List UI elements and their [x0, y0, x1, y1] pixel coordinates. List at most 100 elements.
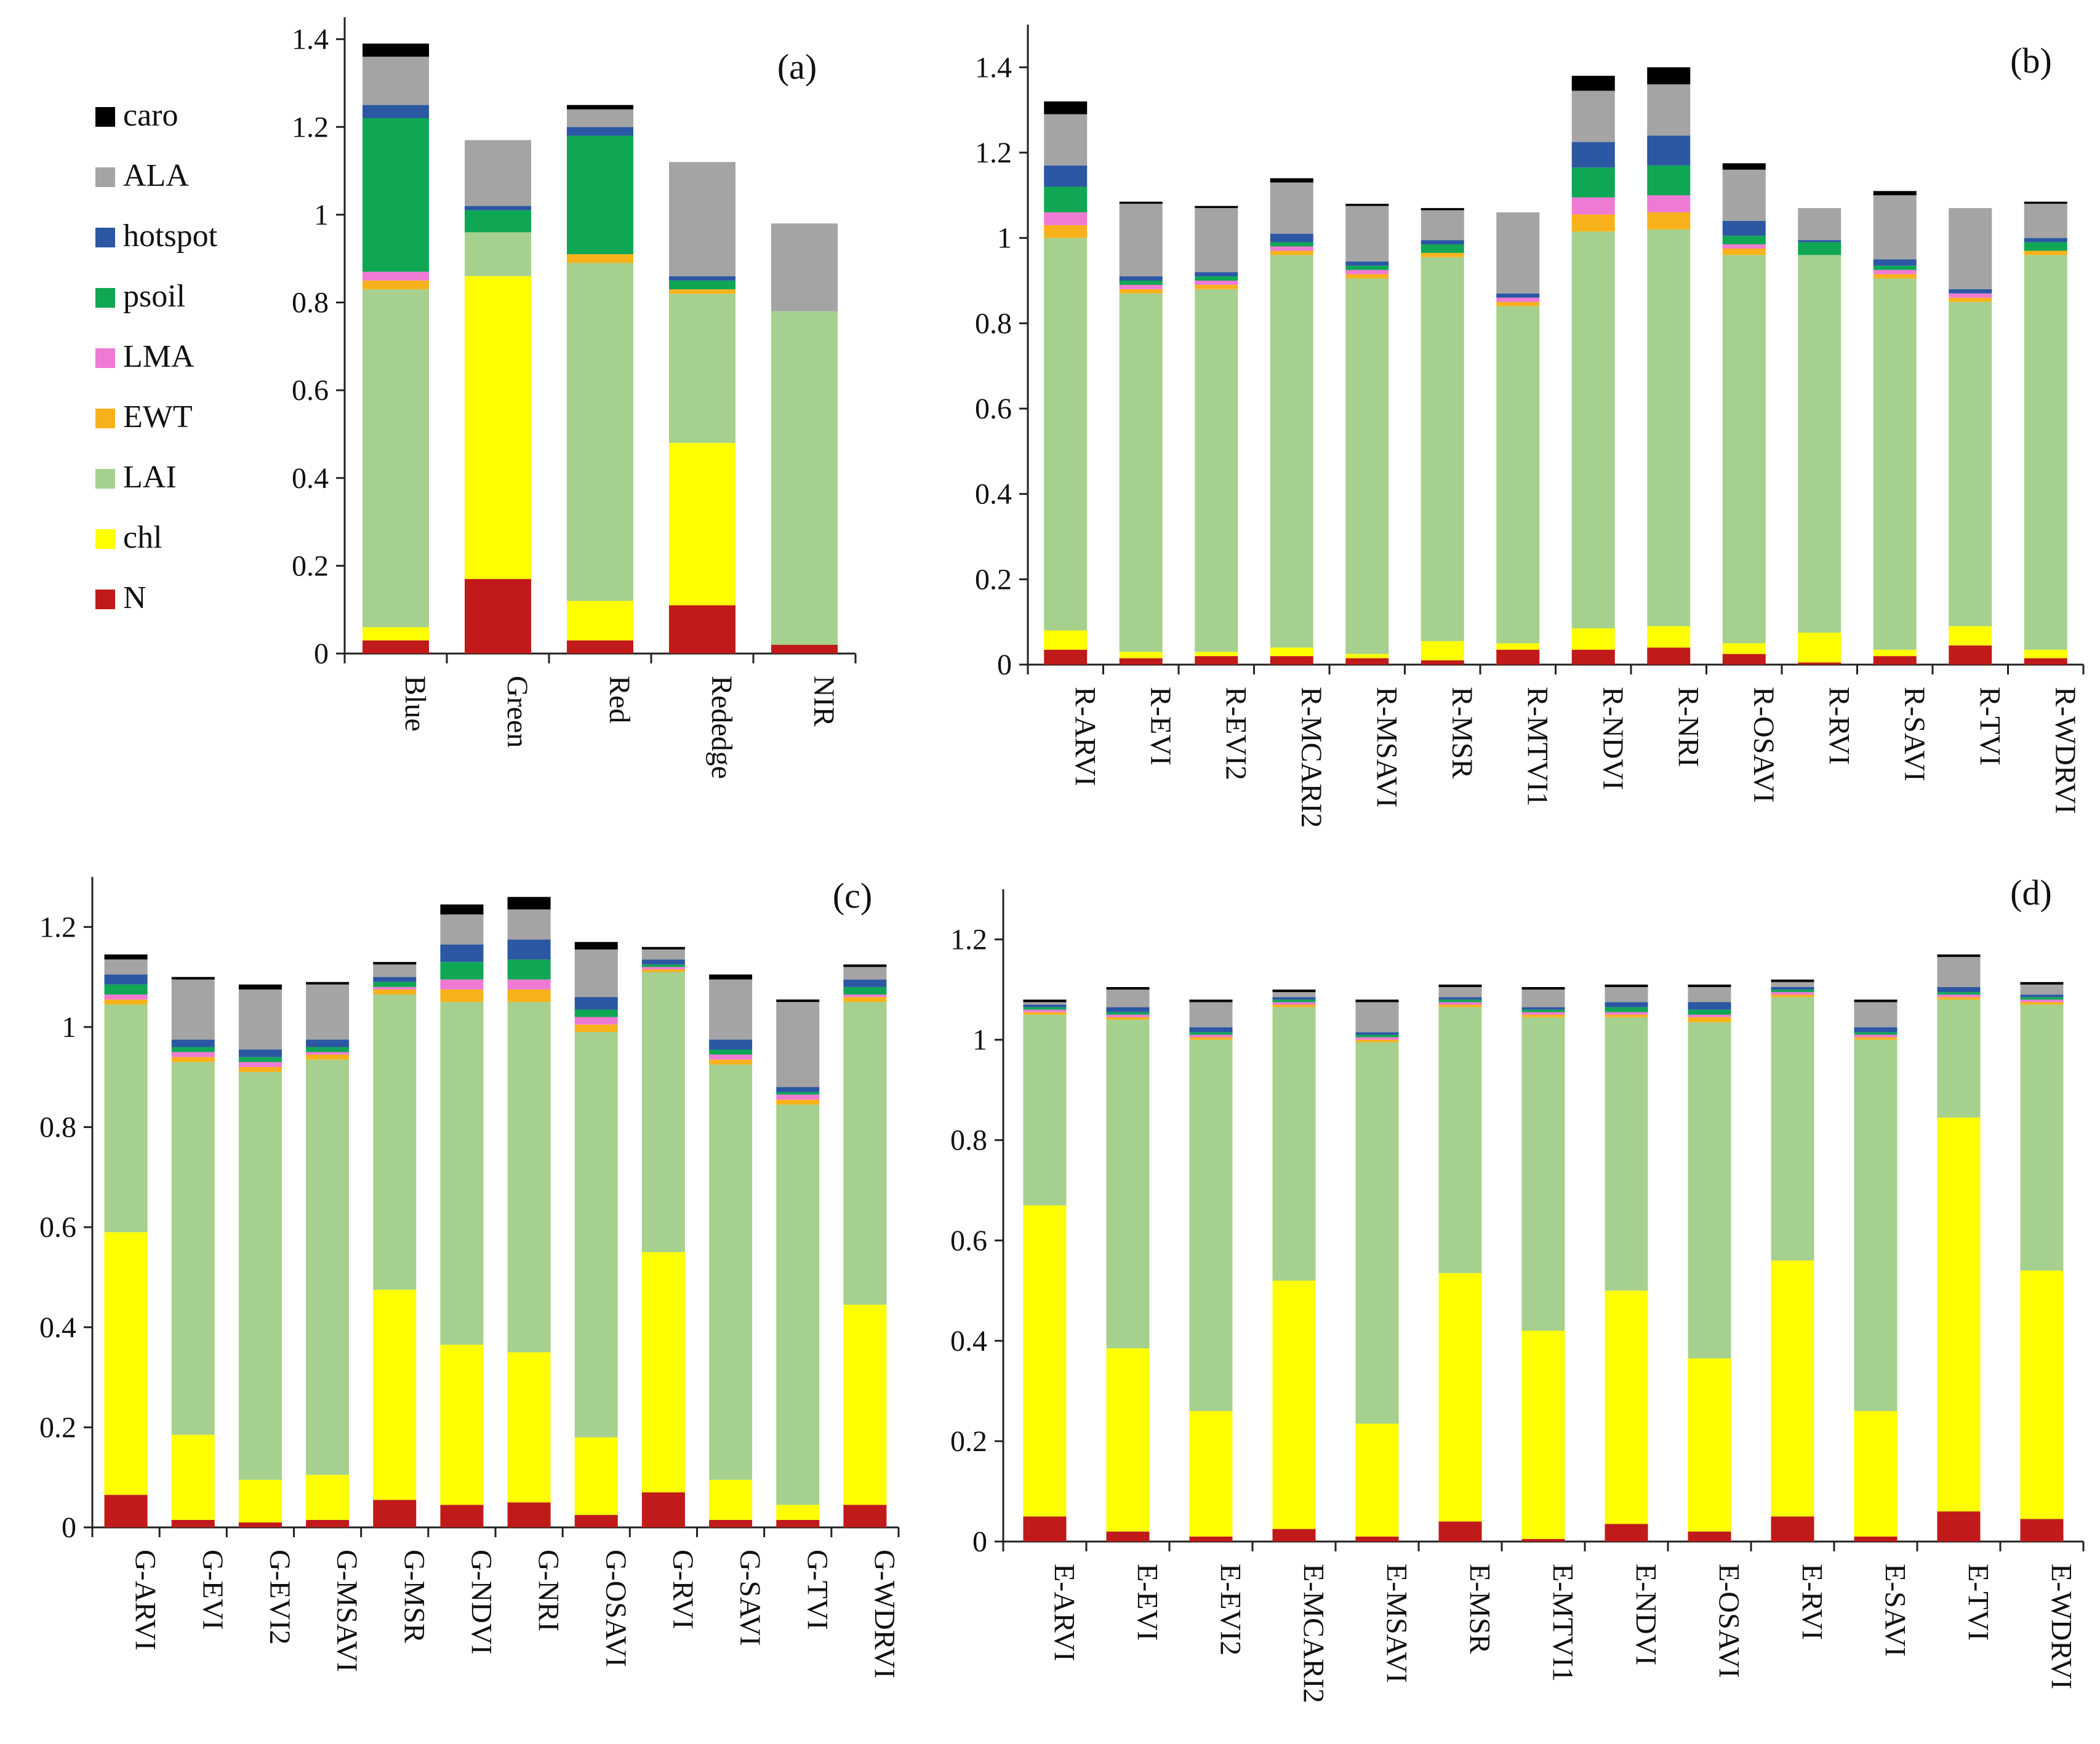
bar-segment-caro: [440, 904, 484, 914]
bar-segment-chl: [1496, 643, 1540, 650]
bar-segment-ewt: [843, 997, 887, 1002]
bar-stack-g-nri: [507, 897, 551, 1527]
x-category-label: E-MCARI2: [1297, 1564, 1330, 1703]
panel-d: 0 0.2 0.4 0.6 0.8 1 1.2 E-ARVI E-EVI E-EVI2 E-MCAR…: [950, 873, 2085, 1703]
bar-segment-lma: [1605, 1012, 1648, 1015]
bar-segment-caro: [641, 946, 685, 950]
x-category-label: G-RVI: [667, 1550, 699, 1629]
bar-segment-hotspot: [363, 105, 429, 119]
bar-segment-n: [1688, 1531, 1731, 1542]
bar-segment-chl: [1771, 1260, 1814, 1517]
bar-segment-hotspot: [1195, 272, 1238, 277]
bar-segment-caro: [1521, 987, 1565, 990]
bar-stack-g-savi: [709, 974, 753, 1527]
legend-item-lma: LMA: [95, 339, 194, 374]
bar-segment-caro: [1345, 204, 1389, 206]
legend-item-psoil: psoil: [95, 279, 185, 314]
legend-swatch: [95, 348, 115, 368]
bar-segment-chl: [843, 1305, 887, 1505]
bar-segment-ala: [1119, 204, 1163, 277]
bar-stack-g-arvi: [104, 954, 148, 1527]
y-tick-label: 0.4: [975, 478, 1012, 511]
bar-segment-psoil: [1119, 281, 1163, 285]
x-category-label: R-NDVI: [1597, 687, 1629, 790]
legend-swatch: [95, 529, 115, 549]
bar-segment-hotspot: [306, 1039, 350, 1047]
bar-segment-n: [1949, 645, 1992, 665]
x-category-label: G-NRI: [532, 1550, 565, 1631]
bar-segment-ala: [1272, 992, 1316, 998]
legend-swatch: [95, 288, 115, 308]
bar-stack-r-tvi: [1949, 208, 1992, 665]
bar-segment-n: [1571, 649, 1615, 665]
bar-segment-psoil: [171, 1047, 215, 1052]
bar-segment-ewt: [104, 999, 148, 1005]
bar-segment-psoil: [238, 1057, 282, 1062]
bar-segment-hotspot: [1605, 1002, 1648, 1007]
bar-segment-lai: [1189, 1039, 1233, 1411]
y-tick-label: 1: [972, 1024, 987, 1057]
bar-segment-lai: [1106, 1020, 1150, 1349]
bar-segment-chl: [1647, 626, 1691, 648]
y-tick-label: 0: [314, 638, 329, 670]
bar-segment-n: [1605, 1524, 1648, 1542]
bar-segment-chl: [1438, 1273, 1482, 1522]
panel-b: 0 0.2 0.4 0.6 0.8 1 1.2 1.4 R-ARVI R-EVI R-EVI2 R-M…: [975, 25, 2085, 828]
bar-segment-ewt: [1496, 302, 1540, 306]
bar-stack-e-savi: [1854, 999, 1898, 1542]
bar-segment-chl: [1605, 1290, 1648, 1524]
bar-segment-lma: [440, 979, 484, 990]
bar-segment-ala: [1873, 195, 1917, 260]
bar-segment-hotspot: [1270, 233, 1313, 242]
bar-segment-hotspot: [238, 1049, 282, 1057]
x-category-label: G-ARVI: [129, 1550, 162, 1650]
bar-segment-hotspot: [171, 1039, 215, 1047]
bar-segment-hotspot: [1345, 261, 1389, 266]
bar-segment-lai: [2024, 255, 2067, 650]
legend: caro ALA hotspot psoil LMA EWT LAI chl N: [95, 98, 218, 615]
bar-segment-chl: [1873, 649, 1917, 657]
bar-segment-psoil: [1771, 990, 1814, 993]
legend-item-ala: ALA: [95, 158, 189, 193]
x-category-label: G-OSAVI: [599, 1550, 632, 1667]
legend-item-ewt: EWT: [95, 399, 193, 434]
bar-segment-lai: [1345, 278, 1389, 654]
bar-segment-ewt: [1189, 1037, 1233, 1040]
bar-segment-n: [1106, 1531, 1150, 1542]
bar-segment-n: [771, 644, 838, 654]
bar-stack-rededge: [669, 162, 735, 654]
legend-label: caro: [123, 98, 178, 133]
bar-segment-ala: [1937, 957, 1981, 987]
bar-segment-caro: [363, 43, 429, 57]
bar-segment-hotspot: [1272, 997, 1316, 1000]
x-category-label: R-WDRVI: [2049, 687, 2082, 814]
panel-c: 0 0.2 0.4 0.6 0.8 1 1.2 G-ARVI G-EVI G-EVI2 G-MSAV…: [39, 876, 900, 1678]
bar-segment-lai: [1771, 997, 1814, 1261]
bar-segment-lma: [1521, 1012, 1565, 1015]
bar-segment-chl: [1355, 1423, 1399, 1537]
legend-swatch: [95, 469, 115, 489]
bar-segment-lma: [1355, 1037, 1399, 1040]
bar-segment-lai: [171, 1062, 215, 1435]
bar-stack-g-msavi: [306, 982, 350, 1527]
bar-stack-blue: [363, 43, 429, 654]
bar-segment-hotspot: [843, 979, 887, 987]
bar-segment-caro: [306, 982, 350, 985]
bar-stack-e-arvi: [1023, 999, 1067, 1542]
bar-stack-r-nri: [1647, 67, 1691, 665]
bar-segment-ewt: [1023, 1012, 1067, 1015]
bar-segment-psoil: [1521, 1009, 1565, 1012]
bar-segment-hotspot: [1688, 1002, 1731, 1010]
legend-swatch: [95, 167, 115, 187]
x-category-label: R-MCARI2: [1295, 687, 1328, 828]
bar-segment-ewt: [709, 1059, 753, 1065]
bar-stack-g-wdrvi: [843, 964, 887, 1527]
bar-segment-psoil: [465, 210, 531, 233]
bar-segment-lai: [507, 1002, 551, 1353]
bar-segment-n: [2024, 658, 2067, 665]
x-category-label: E-WDRVI: [2045, 1564, 2078, 1689]
bar-segment-n: [1438, 1521, 1482, 1542]
x-category-label: G-WDRVI: [868, 1550, 900, 1678]
bar-segment-n: [363, 640, 429, 654]
bar-segment-caro: [1722, 163, 1766, 170]
